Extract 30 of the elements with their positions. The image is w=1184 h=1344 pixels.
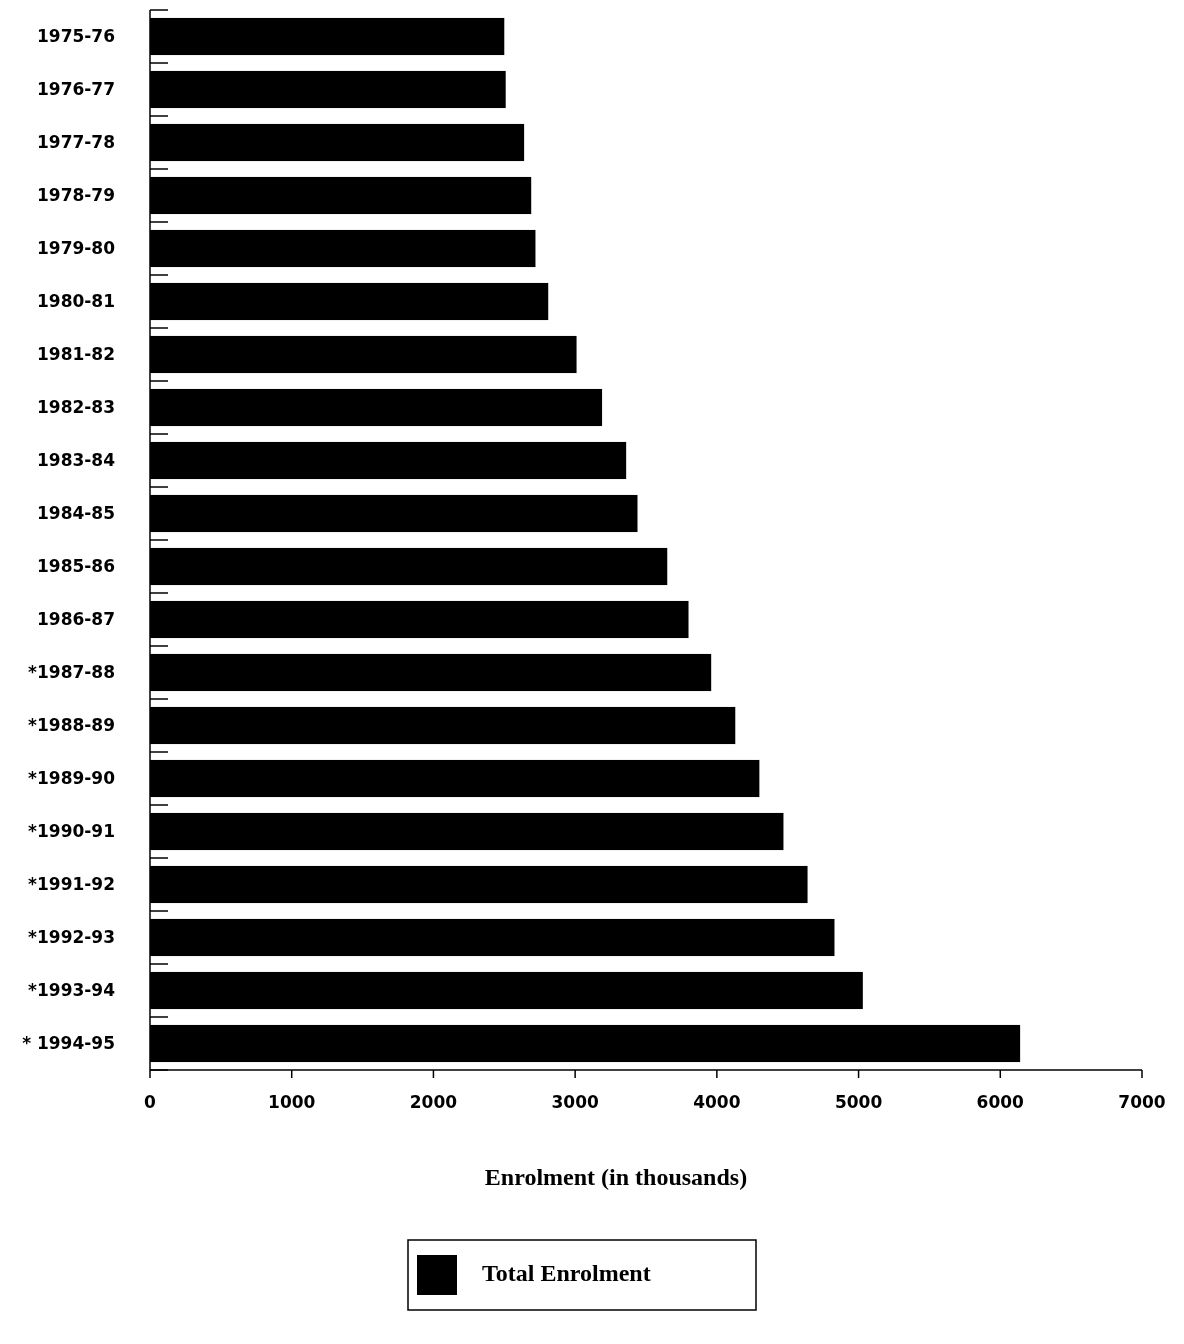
x-tick-label: 3000 [551,1092,599,1112]
y-tick-label: 1977-78 [36,131,115,152]
y-tick-label: *1987-88 [28,661,115,682]
y-tick-label: 1984-85 [36,502,115,523]
y-tick-label: 1981-82 [36,343,115,364]
y-tick-label: 1978-79 [36,184,115,205]
x-tick-label: 4000 [693,1092,741,1112]
y-tick-label: 1980-81 [36,290,115,311]
y-tick-label: *1988-89 [28,714,115,735]
y-tick-label: 1985-86 [36,555,115,576]
x-tick-label: 0 [144,1092,157,1112]
x-tick-label: 1000 [268,1092,316,1112]
y-tick-label: 1986-87 [36,608,115,629]
x-tick-label: 7000 [1118,1092,1166,1112]
x-axis-title: Enrolment (in thousands) [484,1164,748,1190]
y-tick-label: *1993-94 [28,979,116,1000]
y-tick-label: 1979-80 [36,237,116,258]
y-tick-label: 1983-84 [36,449,116,470]
y-tick-label: *1992-93 [28,926,115,947]
y-tick-label: 1975-76 [36,25,115,46]
y-tick-label: *1990-91 [28,820,115,841]
x-tick-label: 5000 [834,1092,883,1112]
legend-label: Total Enrolment [482,1259,651,1286]
y-tick-label: *1991-92 [28,873,115,894]
y-tick-label: * 1994-95 [22,1032,115,1053]
y-tick-label: 1976-77 [36,78,115,99]
y-tick-label: *1989-90 [28,767,116,788]
y-tick-label: 1982-83 [36,396,115,417]
x-tick-label: 2000 [409,1092,458,1112]
x-tick-label: 6000 [976,1092,1025,1112]
